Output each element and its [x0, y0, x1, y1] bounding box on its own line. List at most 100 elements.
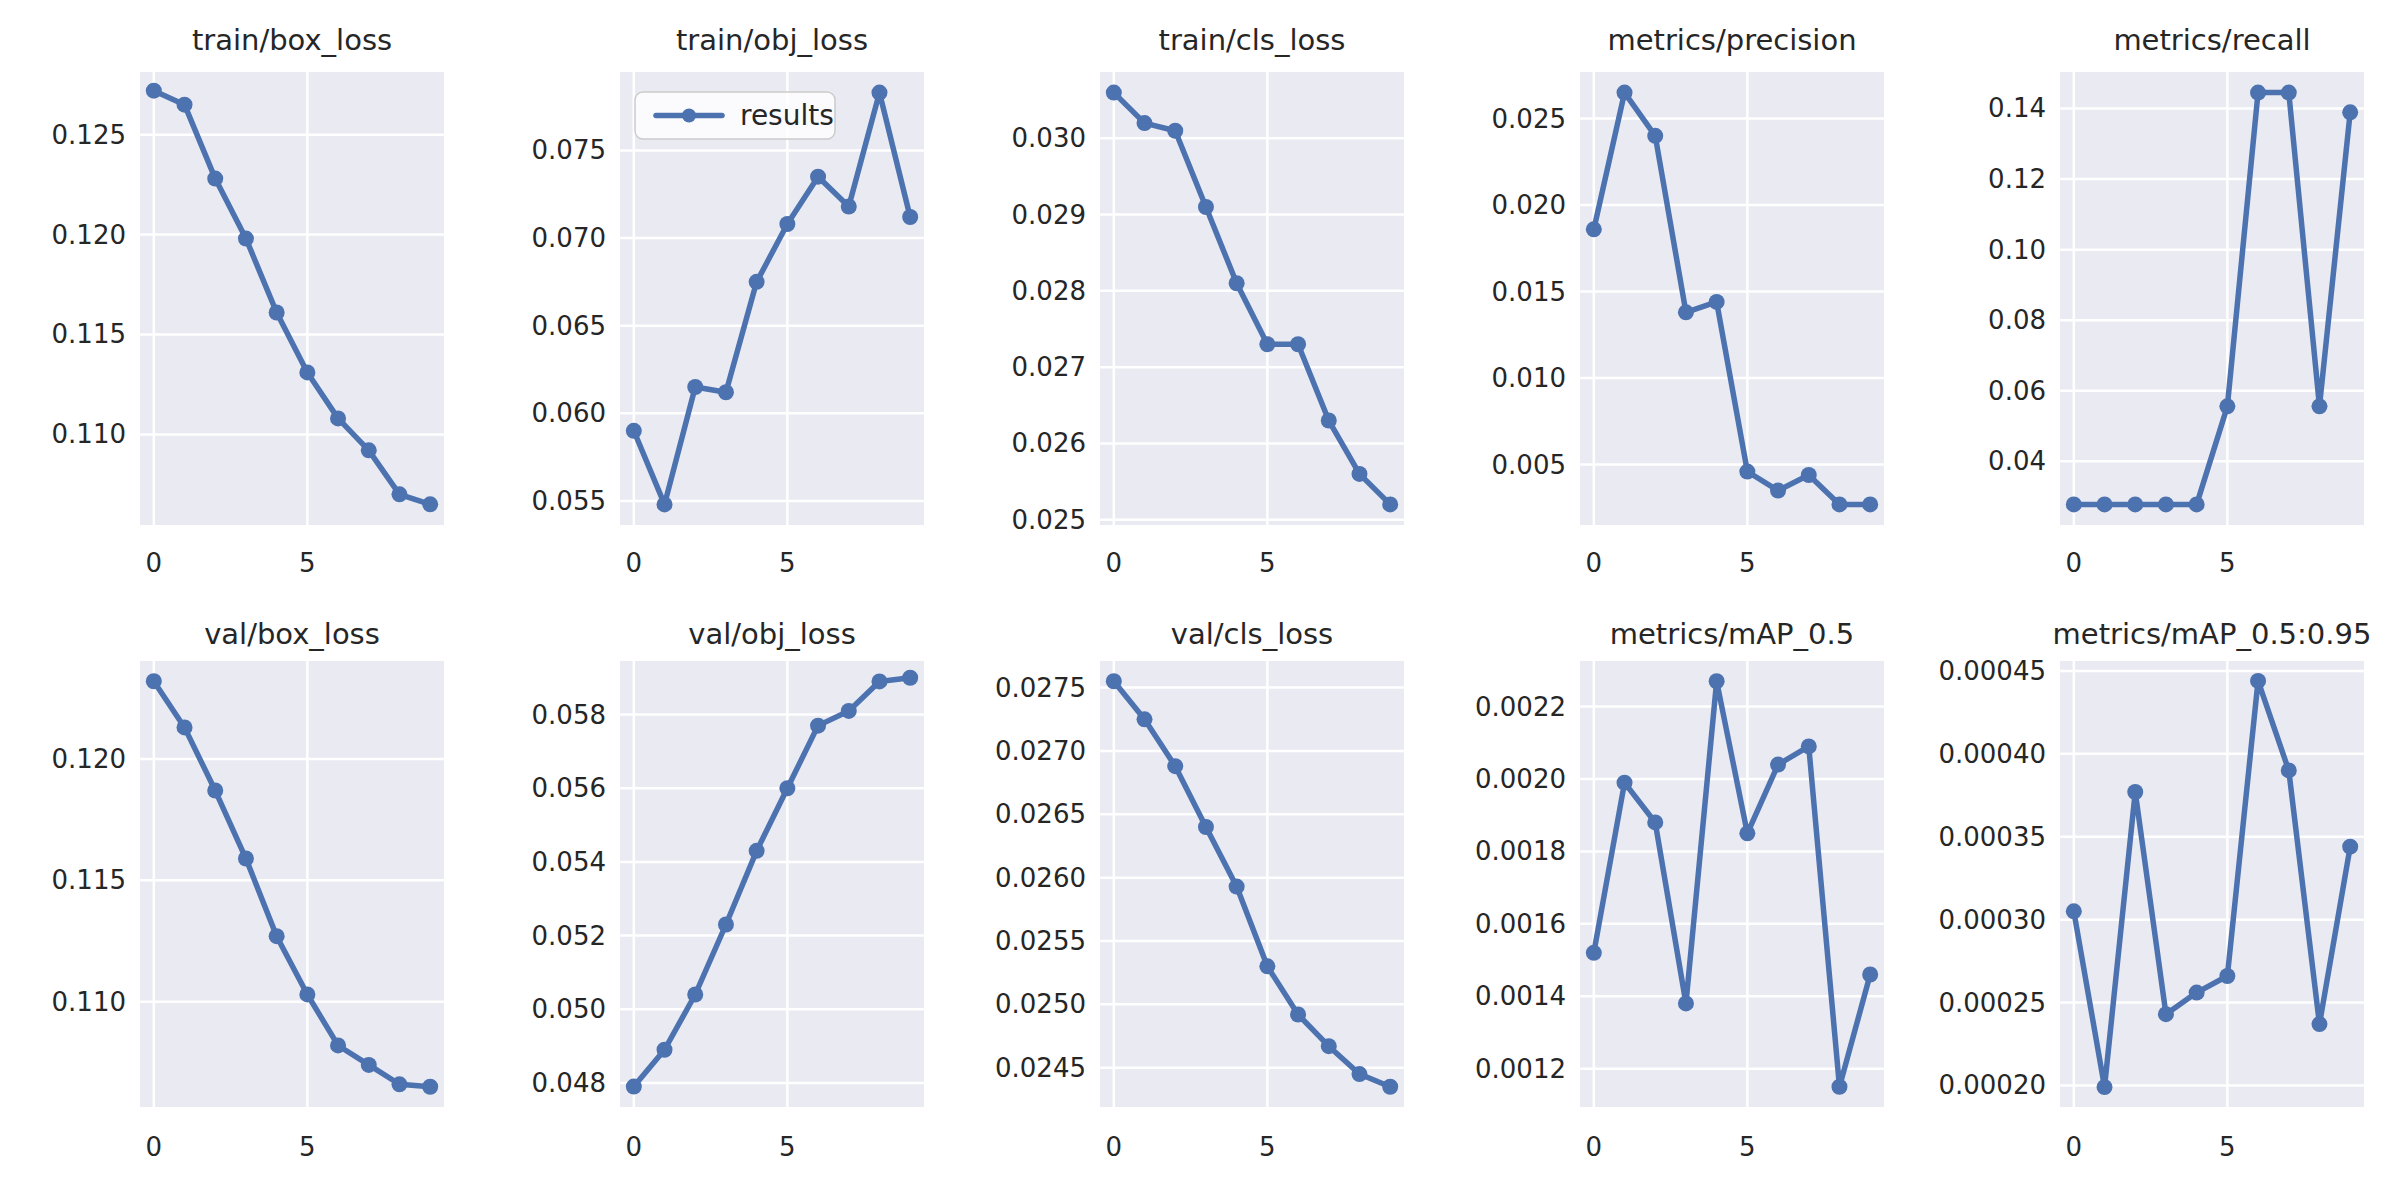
- data-point: [2281, 762, 2297, 778]
- data-point: [2066, 903, 2082, 919]
- y-tick-label: 0.025: [1492, 104, 1566, 134]
- x-tick-label: 0: [1106, 548, 1123, 578]
- y-tick-label: 0.027: [1012, 352, 1086, 382]
- data-point: [330, 410, 346, 426]
- data-point: [2219, 968, 2235, 984]
- y-tick-label: 0.0255: [995, 926, 1086, 956]
- data-point: [902, 209, 918, 225]
- x-tick-label: 5: [2219, 1132, 2236, 1162]
- x-tick-label: 0: [2066, 1132, 2083, 1162]
- data-point: [2189, 985, 2205, 1001]
- data-point: [1709, 294, 1725, 310]
- data-point: [1321, 1038, 1337, 1054]
- data-point: [871, 673, 887, 689]
- x-tick-label: 0: [1586, 1132, 1603, 1162]
- y-tick-label: 0.115: [52, 319, 126, 349]
- data-point: [2311, 398, 2327, 414]
- data-point: [1106, 85, 1122, 101]
- y-tick-label: 0.028: [1012, 276, 1086, 306]
- data-point: [177, 97, 193, 113]
- data-point: [2342, 104, 2358, 120]
- subplot-train-obj-loss: 0.0550.0600.0650.0700.07505train/obj_los…: [480, 0, 960, 600]
- subplot-title: train/cls_loss: [1159, 23, 1346, 57]
- data-point: [2066, 496, 2082, 512]
- data-point: [269, 304, 285, 320]
- x-tick-label: 0: [1586, 548, 1603, 578]
- data-point: [1586, 221, 1602, 237]
- subplot-train-box-loss: 0.1100.1150.1200.12505train/box_loss: [0, 0, 480, 600]
- data-point: [1586, 945, 1602, 961]
- data-point: [330, 1037, 346, 1053]
- x-tick-label: 5: [299, 548, 316, 578]
- data-point: [391, 486, 407, 502]
- data-point: [1770, 483, 1786, 499]
- y-tick-label: 0.00045: [1938, 656, 2046, 686]
- subplot-title: val/box_loss: [204, 617, 380, 651]
- y-tick-label: 0.0265: [995, 799, 1086, 829]
- y-tick-label: 0.052: [532, 921, 606, 951]
- data-point: [1290, 1007, 1306, 1023]
- subplot-metrics-map-0.5-0.95: 0.000200.000250.000300.000350.000400.000…: [1920, 600, 2400, 1200]
- data-point: [749, 274, 765, 290]
- y-tick-label: 0.04: [1988, 446, 2046, 476]
- y-tick-label: 0.0020: [1475, 764, 1566, 794]
- data-point: [1137, 711, 1153, 727]
- y-tick-label: 0.058: [532, 700, 606, 730]
- y-tick-label: 0.0018: [1475, 836, 1566, 866]
- data-point: [1382, 1079, 1398, 1095]
- data-point: [1678, 995, 1694, 1011]
- y-tick-label: 0.026: [1012, 428, 1086, 458]
- data-point: [1739, 464, 1755, 480]
- subplot-title: metrics/mAP_0.5:0.95: [2053, 617, 2372, 651]
- data-point: [841, 198, 857, 214]
- data-point: [779, 216, 795, 232]
- y-tick-label: 0.12: [1988, 164, 2046, 194]
- data-point: [2158, 1006, 2174, 1022]
- y-tick-label: 0.06: [1988, 376, 2046, 406]
- data-point: [657, 496, 673, 512]
- data-point: [1801, 467, 1817, 483]
- plot-area: [1580, 661, 1884, 1107]
- data-point: [2097, 496, 2113, 512]
- y-tick-label: 0.08: [1988, 305, 2046, 335]
- data-point: [749, 843, 765, 859]
- y-tick-label: 0.0014: [1475, 981, 1566, 1011]
- y-tick-label: 0.060: [532, 398, 606, 428]
- y-tick-label: 0.054: [532, 847, 606, 877]
- data-point: [2189, 496, 2205, 512]
- data-point: [1709, 673, 1725, 689]
- subplot-val-box-loss: 0.1100.1150.12005val/box_loss: [0, 600, 480, 1200]
- y-tick-label: 0.14: [1988, 93, 2046, 123]
- data-point: [146, 83, 162, 99]
- data-point: [146, 673, 162, 689]
- y-tick-label: 0.00040: [1938, 739, 2046, 769]
- x-tick-label: 5: [1259, 1132, 1276, 1162]
- data-point: [718, 384, 734, 400]
- data-point: [1862, 967, 1878, 983]
- x-tick-label: 5: [299, 1132, 316, 1162]
- y-tick-label: 0.0245: [995, 1053, 1086, 1083]
- data-point: [1167, 123, 1183, 139]
- plot-area: [1580, 72, 1884, 525]
- y-tick-label: 0.0016: [1475, 909, 1566, 939]
- y-tick-label: 0.048: [532, 1068, 606, 1098]
- data-point: [1647, 128, 1663, 144]
- data-point: [810, 718, 826, 734]
- data-point: [1259, 958, 1275, 974]
- y-tick-label: 0.115: [52, 865, 126, 895]
- data-point: [687, 986, 703, 1002]
- data-point: [626, 423, 642, 439]
- data-point: [1647, 814, 1663, 830]
- data-point: [2097, 1079, 2113, 1095]
- data-point: [269, 928, 285, 944]
- subplot-val-cls-loss: 0.02450.02500.02550.02600.02650.02700.02…: [960, 600, 1440, 1200]
- data-point: [718, 917, 734, 933]
- y-tick-label: 0.120: [52, 220, 126, 250]
- subplot-title: val/cls_loss: [1171, 617, 1333, 651]
- y-tick-label: 0.015: [1492, 277, 1566, 307]
- y-tick-label: 0.0012: [1475, 1054, 1566, 1084]
- data-point: [2127, 784, 2143, 800]
- y-tick-label: 0.025: [1012, 505, 1086, 535]
- subplot-train-cls-loss: 0.0250.0260.0270.0280.0290.03005train/cl…: [960, 0, 1440, 600]
- y-tick-label: 0.0250: [995, 989, 1086, 1019]
